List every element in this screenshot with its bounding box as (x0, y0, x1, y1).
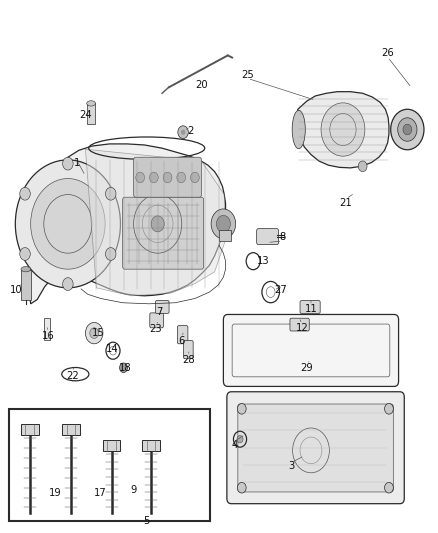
Bar (103, 440, 120, 451)
Text: 8: 8 (279, 232, 286, 242)
FancyBboxPatch shape (238, 404, 393, 492)
Text: 17: 17 (94, 488, 107, 498)
Text: 23: 23 (149, 324, 162, 334)
Circle shape (136, 172, 145, 183)
Circle shape (237, 403, 246, 414)
Text: 1: 1 (74, 158, 80, 167)
Circle shape (151, 216, 164, 232)
Ellipse shape (87, 101, 95, 106)
Circle shape (90, 328, 99, 338)
Circle shape (181, 130, 185, 135)
Circle shape (321, 103, 365, 156)
Text: 2: 2 (187, 126, 194, 135)
Circle shape (391, 109, 424, 150)
Text: 6: 6 (179, 336, 185, 346)
Text: 13: 13 (257, 256, 269, 266)
FancyBboxPatch shape (257, 229, 279, 245)
Ellipse shape (21, 266, 31, 272)
Circle shape (20, 247, 30, 261)
Circle shape (358, 161, 367, 172)
FancyBboxPatch shape (184, 341, 193, 359)
Text: 25: 25 (241, 70, 254, 79)
Circle shape (211, 209, 236, 239)
Text: 11: 11 (304, 304, 318, 314)
Circle shape (177, 172, 186, 183)
Circle shape (120, 363, 127, 373)
Circle shape (403, 124, 412, 135)
Circle shape (178, 126, 188, 139)
Circle shape (237, 435, 243, 443)
Bar (21, 270, 31, 300)
Circle shape (149, 172, 158, 183)
Text: 28: 28 (182, 355, 194, 365)
Text: 22: 22 (66, 371, 79, 381)
FancyBboxPatch shape (227, 392, 404, 504)
FancyBboxPatch shape (177, 326, 188, 344)
Text: 12: 12 (296, 323, 309, 333)
Polygon shape (85, 149, 226, 296)
FancyBboxPatch shape (223, 314, 399, 386)
Text: 7: 7 (157, 307, 163, 317)
Circle shape (163, 172, 172, 183)
Text: 24: 24 (79, 110, 92, 119)
Text: 10: 10 (11, 286, 23, 295)
Text: 18: 18 (119, 363, 131, 373)
Circle shape (237, 482, 246, 493)
Polygon shape (297, 92, 389, 168)
Text: 27: 27 (274, 286, 287, 295)
Circle shape (63, 157, 73, 170)
Text: 19: 19 (48, 488, 61, 498)
Circle shape (85, 322, 103, 344)
FancyBboxPatch shape (300, 301, 320, 313)
Bar (44, 318, 50, 340)
Circle shape (31, 179, 105, 269)
Text: 5: 5 (144, 516, 150, 526)
Bar (142, 440, 160, 451)
Bar (87, 103, 95, 124)
Text: 3: 3 (288, 462, 294, 471)
Text: 9: 9 (131, 486, 137, 495)
FancyBboxPatch shape (134, 157, 201, 197)
Text: 4: 4 (231, 440, 237, 450)
Ellipse shape (292, 110, 305, 149)
Circle shape (385, 403, 393, 414)
Text: 26: 26 (381, 49, 394, 58)
Text: 16: 16 (42, 331, 55, 341)
Text: 29: 29 (300, 363, 313, 373)
Polygon shape (28, 144, 226, 304)
Text: 20: 20 (195, 80, 208, 90)
Circle shape (15, 160, 120, 288)
FancyBboxPatch shape (155, 301, 169, 313)
FancyBboxPatch shape (150, 313, 163, 328)
Circle shape (106, 248, 116, 261)
Text: 15: 15 (92, 328, 105, 338)
Circle shape (191, 172, 199, 183)
Bar (21, 424, 39, 435)
Circle shape (63, 278, 73, 290)
FancyBboxPatch shape (290, 318, 309, 331)
Circle shape (216, 215, 230, 232)
Bar (62, 424, 80, 435)
FancyBboxPatch shape (123, 197, 204, 269)
Circle shape (385, 482, 393, 493)
Circle shape (106, 188, 116, 200)
Bar (219, 230, 231, 241)
Text: 14: 14 (106, 344, 118, 354)
Circle shape (20, 188, 30, 200)
Bar (9, 409, 210, 521)
Text: 21: 21 (339, 198, 353, 207)
Circle shape (398, 118, 417, 141)
